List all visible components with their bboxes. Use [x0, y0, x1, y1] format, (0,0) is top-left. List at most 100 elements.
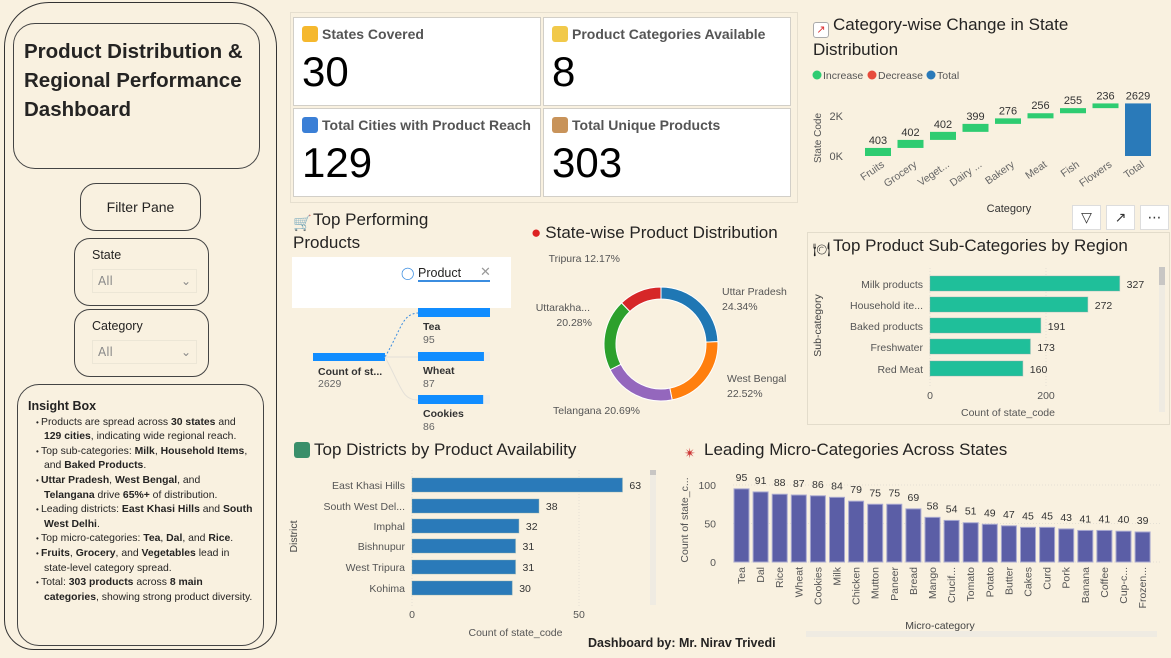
bar	[752, 491, 769, 563]
waterfall-bar	[962, 123, 989, 132]
bar	[1058, 528, 1075, 563]
data-label: 39	[1137, 515, 1149, 527]
insight-title: Insight Box	[28, 399, 97, 413]
kpi-value: 30	[302, 48, 349, 95]
vertical-scrollbar[interactable]	[650, 470, 656, 605]
insight-box: Insight Box Products are spread across 3…	[17, 384, 264, 646]
root-label: Count of st...	[318, 366, 382, 378]
node-label: Cookies	[423, 408, 464, 420]
data-label: 402	[934, 119, 952, 131]
data-label: 41	[1099, 513, 1111, 525]
connector	[384, 356, 419, 401]
x-tick: Dal	[755, 567, 767, 583]
dna-icon: ✴	[684, 445, 696, 461]
y-axis-label: State Code	[813, 113, 824, 163]
horizontal-scrollbar[interactable]	[806, 631, 1157, 637]
bar	[924, 516, 941, 563]
kpi-card: Product Categories Available 8	[543, 17, 791, 106]
node-value: 95	[423, 334, 435, 346]
x-tick: Grocery	[882, 158, 920, 190]
product-field-label[interactable]: Product	[418, 266, 490, 282]
kpi-card: Total Unique Products 303	[543, 108, 791, 197]
legend-marker	[867, 70, 877, 80]
x-axis-label: Count of state_code	[469, 627, 563, 639]
x-tick: Mango	[927, 567, 939, 599]
insight-item: Products are spread across 30 states and…	[34, 416, 253, 445]
connector	[384, 312, 419, 358]
data-label: 69	[908, 492, 920, 504]
data-label: 173	[1037, 342, 1055, 354]
data-label: 54	[946, 503, 958, 515]
filter-pane-button[interactable]: Filter Pane	[80, 183, 201, 231]
insight-item: Top micro-categories: Tea, Dal, and Rice…	[34, 532, 253, 547]
data-label: 256	[1031, 100, 1049, 112]
data-label: 255	[1064, 95, 1082, 107]
category-label: Household ite...	[850, 300, 923, 312]
scrollbar-thumb[interactable]	[650, 470, 656, 475]
waterfall-bar	[1060, 108, 1086, 114]
y-tick: 50	[704, 519, 716, 531]
bar	[1020, 526, 1036, 563]
category-label: Milk products	[861, 279, 923, 291]
x-tick: Mutton	[870, 567, 882, 599]
bar	[1134, 531, 1151, 563]
donut-slice	[620, 286, 662, 313]
data-label: 191	[1048, 321, 1066, 333]
data-label: 45	[1022, 510, 1034, 522]
x-tick: Cookies	[812, 567, 824, 605]
state-dropdown[interactable]: All ⌄	[92, 269, 197, 293]
node-bar	[418, 352, 484, 361]
x-tick: Wheat	[793, 567, 805, 597]
category-value: All	[98, 345, 113, 359]
x-tick: Bakery	[983, 158, 1017, 187]
waterfall-title: ↗ Category-wise Change in State Distribut…	[813, 15, 1069, 59]
data-label: 272	[1095, 300, 1113, 312]
kpi-panel	[290, 12, 798, 203]
kpi-value: 129	[302, 139, 373, 186]
x-tick: Cup-c...	[1118, 567, 1130, 604]
bar	[905, 508, 922, 563]
data-label: 160	[1030, 364, 1048, 376]
bar	[848, 500, 865, 563]
y-tick: 100	[698, 480, 716, 492]
focus-mode-icon[interactable]: ↗	[1106, 205, 1135, 230]
x-tick: Paneer	[889, 566, 901, 600]
insight-list: Products are spread across 30 states and…	[28, 416, 253, 606]
chevron-down-icon: ⌄	[180, 274, 191, 288]
districts-title: Top Districts by Product Availability	[294, 438, 654, 461]
category-label: Category	[92, 319, 143, 333]
y-axis-label: District	[288, 520, 300, 552]
donut-slice	[669, 341, 719, 401]
bar	[411, 580, 513, 596]
legend-marker	[926, 70, 936, 80]
x-tick: Tomato	[965, 567, 977, 602]
close-icon[interactable]: ✕	[480, 265, 491, 280]
category-label: Baked products	[850, 321, 923, 333]
x-tick: Meat	[1023, 159, 1049, 182]
donut-title: ● State-wise Product Distribution	[531, 223, 778, 242]
data-label: 75	[888, 487, 900, 499]
vertical-scrollbar[interactable]	[1159, 267, 1165, 412]
data-label: 88	[774, 477, 786, 489]
scrollbar-thumb[interactable]	[1159, 267, 1165, 285]
insight-item: Fruits, Grocery, and Vegetables lead in …	[34, 547, 253, 576]
x-tick: Potato	[984, 567, 996, 598]
x-tick: Cakes	[1023, 567, 1035, 597]
state-label: State	[92, 248, 122, 262]
x-tick: Chicken	[851, 567, 863, 605]
insight-item: Top sub-categories: Milk, Household Item…	[34, 445, 253, 474]
bar	[411, 518, 520, 534]
bar	[411, 477, 623, 493]
waterfall-bar	[897, 139, 924, 148]
data-label: 63	[629, 480, 641, 492]
more-options-icon[interactable]: ⋯	[1140, 205, 1169, 230]
x-tick: Tea	[736, 567, 748, 584]
x-tick: Frozen...	[1137, 567, 1149, 608]
filter-icon[interactable]: ▽	[1072, 205, 1101, 230]
kpi-card: States Covered 30	[293, 17, 541, 106]
subcat-title: 🍽 Top Product Sub-Categories by Region	[813, 236, 1128, 257]
category-dropdown[interactable]: All ⌄	[92, 340, 197, 364]
dashboard-title: Product Distribution & Regional Performa…	[24, 40, 243, 121]
data-label: 32	[526, 521, 538, 533]
